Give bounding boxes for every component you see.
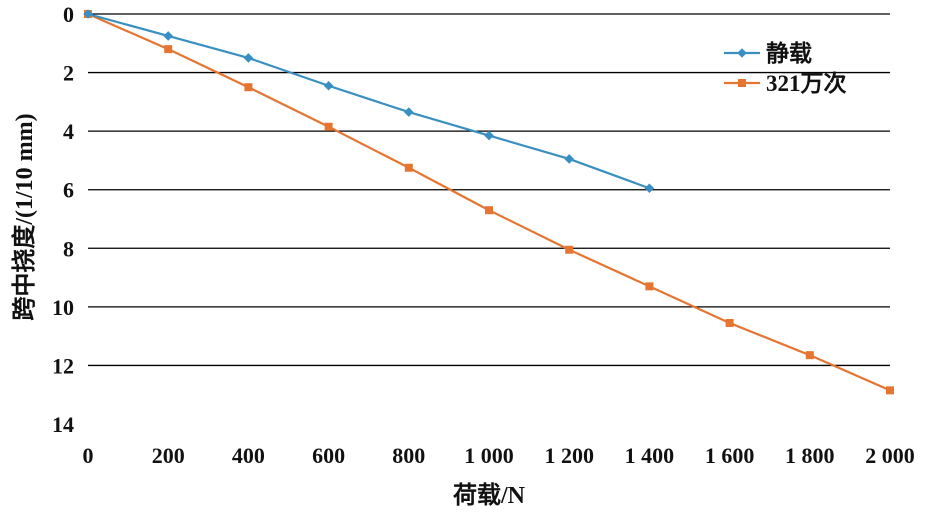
series-2-point-2 <box>244 83 253 92</box>
series-2-point-3 <box>324 122 333 131</box>
x-axis-title: 荷载/N <box>453 482 526 509</box>
y-axis-ticks: 0 2 4 6 8 10 12 14 <box>52 2 74 437</box>
series-1-point-3 <box>323 80 334 91</box>
x-tick-label-400: 400 <box>232 443 265 468</box>
y-tick-label-0: 0 <box>63 2 74 27</box>
grid-lines <box>88 13 890 367</box>
series-2-point-5 <box>485 206 493 215</box>
series-2-point-4 <box>404 163 413 172</box>
legend-label-1: 静载 <box>766 40 812 66</box>
x-tick-label-200: 200 <box>152 443 185 468</box>
series-2-point-1 <box>164 45 173 54</box>
x-axis-ticks: 0 200 400 600 800 1 000 1 200 1 400 1 600 1 800 2 … <box>83 443 915 468</box>
x-tick-label-0: 0 <box>83 443 94 468</box>
y-tick-label-4: 4 <box>63 119 74 144</box>
x-tick-label-1800: 1 800 <box>785 443 835 468</box>
y-tick-label-10: 10 <box>52 295 74 320</box>
legend-label-2: 321万次 <box>766 70 847 96</box>
y-tick-label-12: 12 <box>52 353 74 378</box>
y-tick-label-8: 8 <box>63 236 74 261</box>
x-tick-label-1400: 1 400 <box>625 443 675 468</box>
series-1-point-1 <box>163 31 173 41</box>
series-layer <box>83 9 894 395</box>
x-tick-label-2000: 2 000 <box>865 443 915 468</box>
y-tick-label-14: 14 <box>52 412 74 437</box>
series-1-point-2 <box>243 53 254 63</box>
series-1-point-6 <box>564 154 574 164</box>
x-tick-label-1000: 1 000 <box>464 443 514 468</box>
series-2-point-7 <box>645 282 654 291</box>
legend-marker-2 <box>738 79 746 87</box>
series-2-point-6 <box>565 245 574 254</box>
y-tick-label-6: 6 <box>63 178 74 203</box>
series-1-point-5 <box>484 130 494 141</box>
x-tick-label-800: 800 <box>392 443 425 468</box>
y-axis-title: 跨中挠度/(1/10 mm) <box>10 113 38 320</box>
x-tick-label-600: 600 <box>312 443 345 468</box>
series-1-point-7 <box>644 183 655 194</box>
series-1-point-0 <box>83 9 93 19</box>
series-2-point-8 <box>725 318 734 327</box>
x-tick-label-1600: 1 600 <box>705 443 755 468</box>
legend-marker-1 <box>737 48 747 58</box>
series-2-point-10 <box>886 386 894 395</box>
series-2-point-9 <box>805 351 814 360</box>
series-1-point-4 <box>404 107 414 117</box>
series-line-1 <box>87 12 650 190</box>
series-2 <box>84 10 894 395</box>
legend: 静载 321万次 <box>724 40 847 96</box>
series-1 <box>83 9 655 194</box>
y-tick-label-2: 2 <box>63 61 74 86</box>
x-tick-label-1200: 1 200 <box>544 443 594 468</box>
